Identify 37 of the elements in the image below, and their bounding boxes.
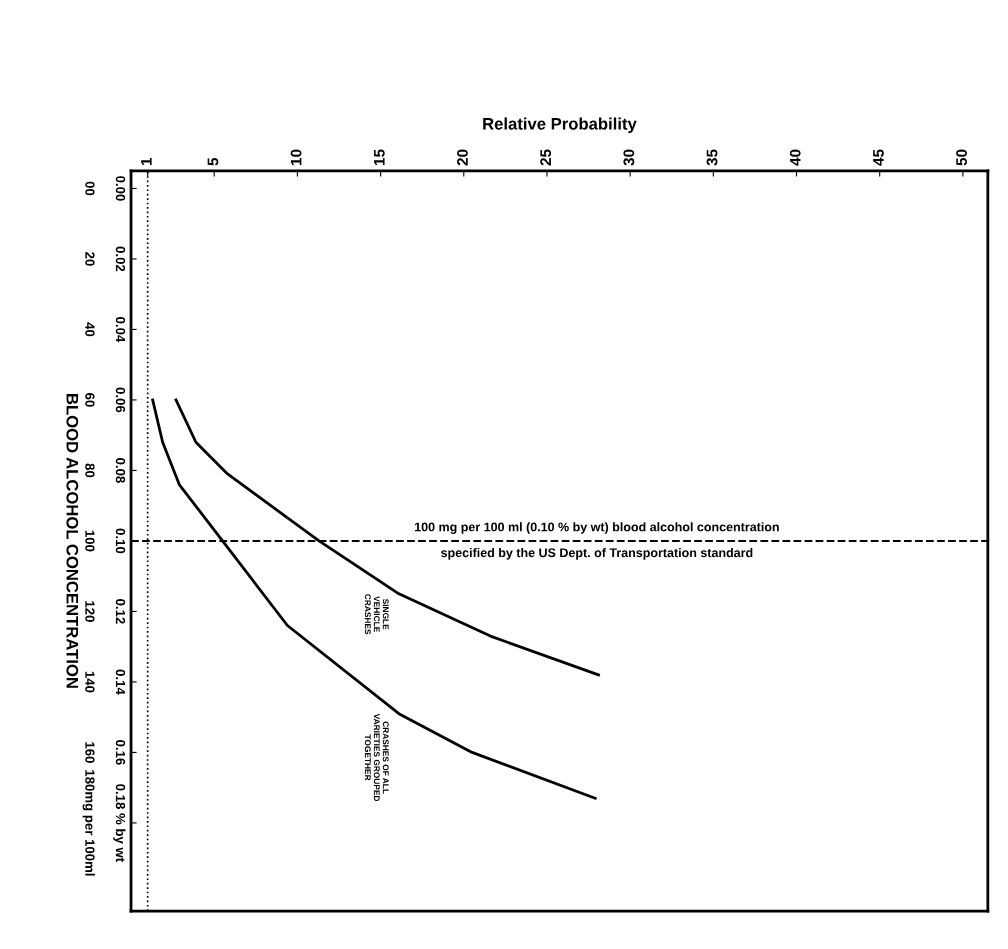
y2-tick-label: 0.04 xyxy=(115,317,126,343)
y-tick-label: 120 xyxy=(85,601,95,622)
annotation: specified by the US Dept. of Transportation standard xyxy=(441,547,753,560)
x-tick-label: 45 xyxy=(873,149,884,166)
y2-tick-label: 0.06 xyxy=(115,387,126,413)
y2-tick-label: 0.10 xyxy=(115,528,126,554)
y-axis-title: BLOOD ALCOHOL CONCENTRATION xyxy=(66,394,79,688)
y-tick-label: 20 xyxy=(85,252,95,266)
y2-tick-label: 0.12 xyxy=(115,599,126,624)
y-tick-label: 00 xyxy=(85,181,95,196)
y-tick-label: 40 xyxy=(85,322,95,337)
x-tick-label: 40 xyxy=(789,149,801,166)
x-tick-label: 35 xyxy=(706,149,718,166)
y2-tick-label: 0.14 xyxy=(115,669,126,695)
x-tick-label: 5 xyxy=(207,157,219,166)
ref-line-label: 100 mg per 100 ml (0.10 % by wt) blood alcohol concentration xyxy=(414,522,779,534)
x-axis-title: Relative Probability xyxy=(483,117,637,133)
y2-tick-label: 0.16 xyxy=(115,740,126,765)
y-tick-label: 180mg per 100ml xyxy=(82,770,95,876)
x-tick-label: 30 xyxy=(623,149,635,166)
x-tick-label: 15 xyxy=(374,149,385,165)
y2-tick-label: 0.00 xyxy=(115,176,126,201)
x-tick-label: 25 xyxy=(540,149,552,166)
x-tick-label: 50 xyxy=(956,149,967,166)
x-tick-label: 20 xyxy=(457,149,468,166)
y-tick-label: 100 xyxy=(85,530,95,552)
text: CRASHES OF ALL VARIETIES GROUPED TOGETHER xyxy=(364,713,389,802)
y-tick-label: 160 xyxy=(85,742,95,763)
y2-tick-label: 0.08 xyxy=(115,458,126,483)
text: SINGLE VEHICLE CRASHES xyxy=(364,594,389,635)
y-tick-label: 140 xyxy=(85,671,95,693)
x-tick-label: 10 xyxy=(290,149,302,165)
y-tick-label: 60 xyxy=(85,393,95,407)
y2-tick-label: 0.02 xyxy=(115,246,126,272)
x-tick-label: 1 xyxy=(141,157,152,165)
y-tick-label: 80 xyxy=(85,463,95,478)
y2-tick-label: 0.18 % by wt xyxy=(113,784,126,862)
